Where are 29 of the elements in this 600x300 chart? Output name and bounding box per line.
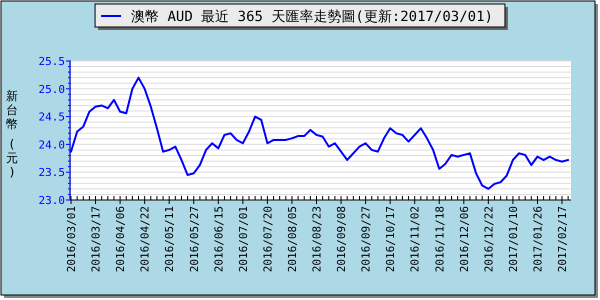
x-tick-label: 2016/06/15 xyxy=(212,206,226,272)
y-axis-title: 新台幣 (元) xyxy=(6,89,18,179)
x-tick-label: 2016/05/27 xyxy=(188,206,201,272)
x-tick-label: 2017/02/17 xyxy=(556,206,569,272)
x-tick-label: 2017/01/10 xyxy=(506,206,520,272)
x-tick-label: 2016/04/22 xyxy=(138,206,152,272)
x-tick-label: 2016/11/18 xyxy=(433,206,446,272)
x-tick-label: 2016/10/17 xyxy=(384,206,398,272)
x-tick-label: 2016/12/06 xyxy=(458,206,471,272)
x-tick-label: 2016/05/11 xyxy=(163,206,176,272)
y-tick-label: 24.5 xyxy=(38,110,65,124)
x-tick-label: 2016/08/05 xyxy=(286,206,299,272)
x-tick-label: 2016/04/06 xyxy=(114,206,128,272)
x-tick-label: 2016/03/01 xyxy=(65,206,78,272)
x-tick-label: 2016/12/22 xyxy=(482,206,496,272)
x-tick-label: 2016/07/20 xyxy=(261,206,274,272)
x-tick-label: 2016/08/23 xyxy=(310,206,324,272)
x-tick-label: 2016/03/17 xyxy=(90,206,103,272)
y-tick-label: 23.0 xyxy=(38,194,65,207)
y-tick-label: 25.5 xyxy=(38,55,65,68)
x-tick-label: 2016/09/27 xyxy=(360,206,373,272)
x-tick-label: 2016/07/01 xyxy=(236,206,250,272)
x-tick-label: 2016/09/08 xyxy=(335,206,348,272)
y-tick-label: 24.0 xyxy=(38,138,65,152)
y-tick-label: 23.5 xyxy=(38,166,65,180)
x-tick-label: 2016/11/02 xyxy=(408,206,422,272)
y-tick-label: 25.0 xyxy=(38,82,65,96)
legend-label: 澳幣 AUD 最近 365 天匯率走勢圖(更新:2017/03/01) xyxy=(131,9,493,25)
x-tick-label: 2017/01/26 xyxy=(531,206,544,272)
